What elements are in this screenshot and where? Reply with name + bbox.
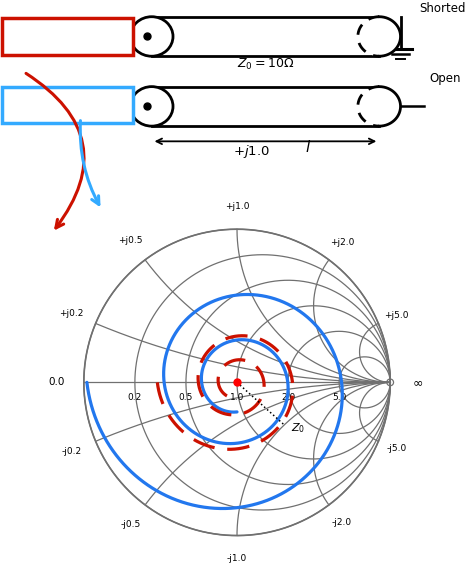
Text: $\infty$: $\infty$ [411,376,423,389]
FancyBboxPatch shape [2,87,133,123]
Text: +j5.0: +j5.0 [384,311,409,320]
Text: +j0.5: +j0.5 [118,236,143,245]
Ellipse shape [130,87,173,126]
FancyArrowPatch shape [80,121,99,205]
Text: 0.0: 0.0 [48,377,64,388]
Text: -j2.0: -j2.0 [332,518,352,527]
Text: 0.2: 0.2 [128,393,142,402]
Text: -j5.0: -j5.0 [387,444,407,454]
Text: 1.0: 1.0 [230,393,244,402]
Text: $Z_0=10\Omega$: $Z_0=10\Omega$ [237,58,294,72]
Text: +j1.0: +j1.0 [225,202,249,210]
Ellipse shape [130,17,173,56]
FancyBboxPatch shape [2,18,133,55]
Text: $Z_0$: $Z_0$ [291,421,305,435]
Text: -j1.0: -j1.0 [227,554,247,563]
Text: Shorted: Shorted [419,2,466,15]
Text: 5.0: 5.0 [332,393,346,402]
Text: -j0.5: -j0.5 [120,520,140,529]
Text: $+j1.0$: $+j1.0$ [233,143,270,160]
FancyArrowPatch shape [26,74,84,228]
Text: 0.5: 0.5 [179,393,193,402]
Text: +j2.0: +j2.0 [329,238,354,247]
Text: Open: Open [429,72,460,85]
Text: $Z_\mathrm{in,open}$: $Z_\mathrm{in,open}$ [39,94,95,114]
Ellipse shape [358,17,401,56]
Ellipse shape [358,87,401,126]
Text: $l$: $l$ [305,139,311,155]
Text: -j0.2: -j0.2 [62,447,82,456]
Text: 2.0: 2.0 [281,393,295,402]
Text: +j0.2: +j0.2 [59,309,84,318]
Text: $Z_\mathrm{in,short}$: $Z_\mathrm{in,short}$ [38,26,96,45]
